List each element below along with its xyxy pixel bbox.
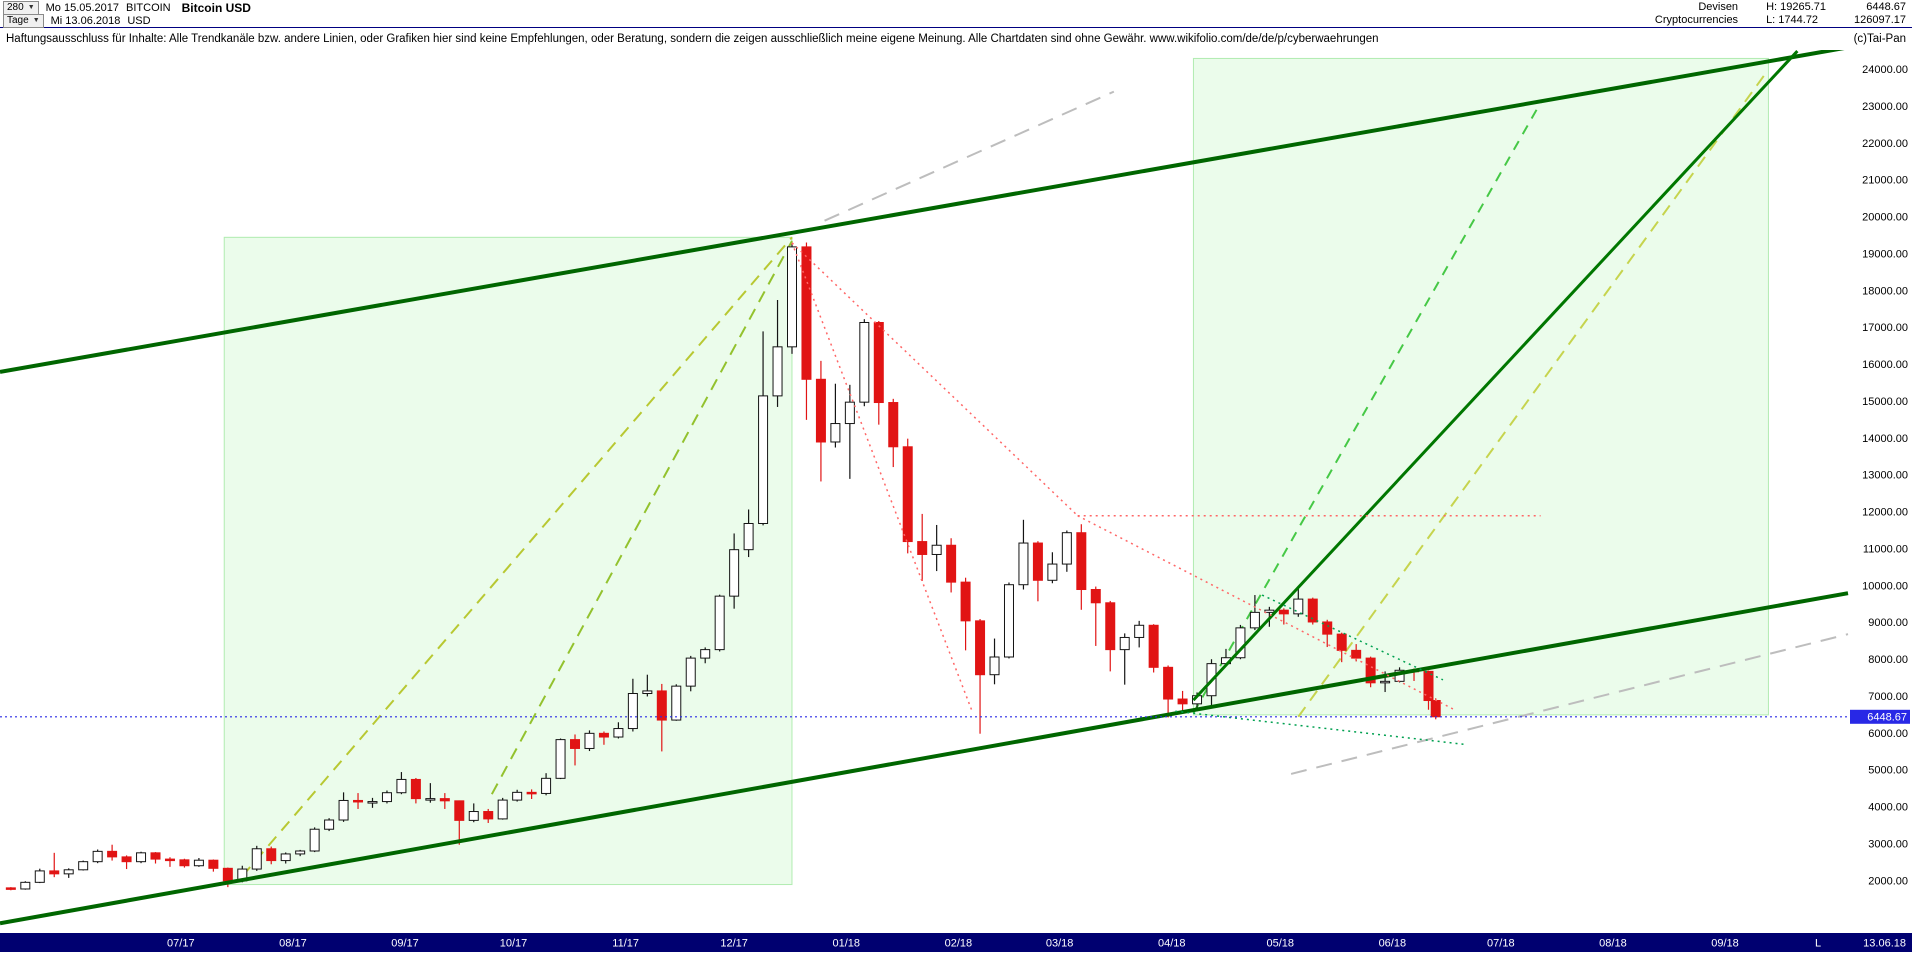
period-value: Tage <box>7 14 29 26</box>
disclaimer-text: Haftungsausschluss für Inhalte: Alle Tre… <box>6 33 1379 45</box>
svg-text:7000.00: 7000.00 <box>1868 691 1908 703</box>
disclaimer-bar: Haftungsausschluss für Inhalte: Alle Tre… <box>0 28 1912 50</box>
svg-text:03/18: 03/18 <box>1046 938 1074 950</box>
start-date-field[interactable]: Mo 15.05.2017 <box>45 1 120 14</box>
line-green-dotted-support <box>1175 710 1465 746</box>
svg-text:10000.00: 10000.00 <box>1862 580 1908 592</box>
background-trendlines <box>241 68 1849 877</box>
svg-text:17000.00: 17000.00 <box>1862 322 1908 334</box>
dropdown-caret-icon: ▼ <box>32 16 40 24</box>
svg-text:6000.00: 6000.00 <box>1868 728 1908 740</box>
range-low-label: L: 1744.72 <box>1766 14 1819 26</box>
svg-text:13000.00: 13000.00 <box>1862 470 1908 482</box>
svg-text:3000.00: 3000.00 <box>1868 838 1908 850</box>
svg-text:01/18: 01/18 <box>832 938 860 950</box>
svg-text:08/18: 08/18 <box>1599 938 1627 950</box>
svg-text:06/18: 06/18 <box>1379 938 1407 950</box>
svg-text:12/17: 12/17 <box>720 938 748 950</box>
bars-count-dropdown[interactable]: 280 ▼ <box>3 0 39 15</box>
header-last-price: 6448.67 <box>1866 1 1906 13</box>
svg-text:16000.00: 16000.00 <box>1862 359 1908 371</box>
svg-text:9000.00: 9000.00 <box>1868 617 1908 629</box>
svg-text:15000.00: 15000.00 <box>1862 396 1908 408</box>
symbol-code: BITCOIN <box>126 1 171 14</box>
period-dropdown[interactable]: Tage ▼ <box>3 13 44 28</box>
price-axis[interactable]: 24000.00 23000.00 22000.00 21000.00 20000.00… <box>1862 64 1908 887</box>
candles-layer <box>5 242 1441 891</box>
range-high-label: H: 19265.71 <box>1766 1 1826 13</box>
svg-text:20000.00: 20000.00 <box>1862 212 1908 224</box>
svg-text:6448.67: 6448.67 <box>1867 711 1907 723</box>
line-projection-dashed-green <box>1192 102 1542 714</box>
svg-text:2000.00: 2000.00 <box>1868 875 1908 887</box>
line-red-fan-from-top-2 <box>791 242 974 714</box>
svg-text:10/17: 10/17 <box>500 938 528 950</box>
svg-text:02/18: 02/18 <box>945 938 973 950</box>
dropdown-caret-icon: ▼ <box>27 3 35 11</box>
category-line2: Cryptocurrencies <box>1654 14 1739 26</box>
instrument-info: Devisen Cryptocurrencies H: 19265.71 L: … <box>1655 1 1908 27</box>
svg-text:07/17: 07/17 <box>167 938 195 950</box>
svg-text:L: L <box>1815 938 1821 950</box>
svg-text:07/18: 07/18 <box>1487 938 1515 950</box>
svg-text:13.06.18: 13.06.18 <box>1863 938 1906 950</box>
svg-text:08/17: 08/17 <box>279 938 307 950</box>
time-axis-bar <box>0 933 1912 952</box>
region-uptrend-2017 <box>223 236 793 886</box>
bars-count-value: 280 <box>7 1 24 13</box>
line-lower-channel <box>0 591 1849 926</box>
svg-text:09/18: 09/18 <box>1711 938 1739 950</box>
svg-text:5000.00: 5000.00 <box>1868 765 1908 777</box>
svg-text:22000.00: 22000.00 <box>1862 138 1908 150</box>
svg-text:12000.00: 12000.00 <box>1862 507 1908 519</box>
svg-text:23000.00: 23000.00 <box>1862 101 1908 113</box>
line-gray-dashed-lower <box>1290 633 1849 775</box>
line-gray-dashed-upper <box>824 90 1115 222</box>
last-price-marker: 6448.67 <box>0 709 1910 724</box>
header-secondary-value: 126097.17 <box>1854 14 1906 26</box>
instrument-controls: 280 ▼ Mo 15.05.2017 BITCOIN Bitcoin USD … <box>3 0 251 28</box>
svg-text:11000.00: 11000.00 <box>1863 543 1908 555</box>
line-upper-channel <box>0 45 1849 374</box>
end-date-field[interactable]: Mi 13.06.2018 <box>50 14 121 27</box>
svg-text:11/17: 11/17 <box>612 938 639 950</box>
svg-text:19000.00: 19000.00 <box>1862 248 1908 260</box>
svg-text:4000.00: 4000.00 <box>1868 802 1908 814</box>
line-red-fan-decline <box>1077 515 1455 711</box>
time-axis[interactable]: 07/17 08/17 09/17 10/17 11/17 12/17 01/18 02/18… <box>0 933 1912 952</box>
header-toolbar: 280 ▼ Mo 15.05.2017 BITCOIN Bitcoin USD … <box>0 0 1912 28</box>
last-price-flag <box>1850 709 1910 724</box>
svg-text:09/17: 09/17 <box>391 938 419 950</box>
line-steep-trendline-2018 <box>1192 50 1799 702</box>
line-rising-wedge-dashed-2 <box>490 240 793 795</box>
line-projection-dashed-yellowgreen <box>1297 68 1770 718</box>
line-rising-wedge-dashed-1 <box>241 236 793 877</box>
svg-text:14000.00: 14000.00 <box>1862 433 1908 445</box>
chart-area[interactable]: 6448.67 24000.00 23000.00 22000.00 21000.00 2… <box>0 45 1912 952</box>
svg-text:8000.00: 8000.00 <box>1868 654 1908 666</box>
candlestick-chart[interactable]: 6448.6724000.0023000.0022000.0021000.002… <box>0 45 1912 952</box>
svg-text:05/18: 05/18 <box>1266 938 1294 950</box>
line-red-fan-from-top-1 <box>791 242 1079 517</box>
foreground-trendlines <box>0 45 1849 926</box>
category-line1: Devisen <box>1698 1 1739 13</box>
chart-title: Bitcoin USD <box>181 0 251 15</box>
svg-text:24000.00: 24000.00 <box>1862 64 1908 76</box>
svg-text:18000.00: 18000.00 <box>1862 285 1908 297</box>
region-projection-2018 <box>1192 57 1769 716</box>
svg-text:04/18: 04/18 <box>1158 938 1186 950</box>
currency-code: USD <box>127 14 151 27</box>
copyright-text: (c)Tai-Pan <box>1853 33 1906 45</box>
channel-regions <box>223 57 1769 886</box>
svg-text:21000.00: 21000.00 <box>1862 175 1908 187</box>
